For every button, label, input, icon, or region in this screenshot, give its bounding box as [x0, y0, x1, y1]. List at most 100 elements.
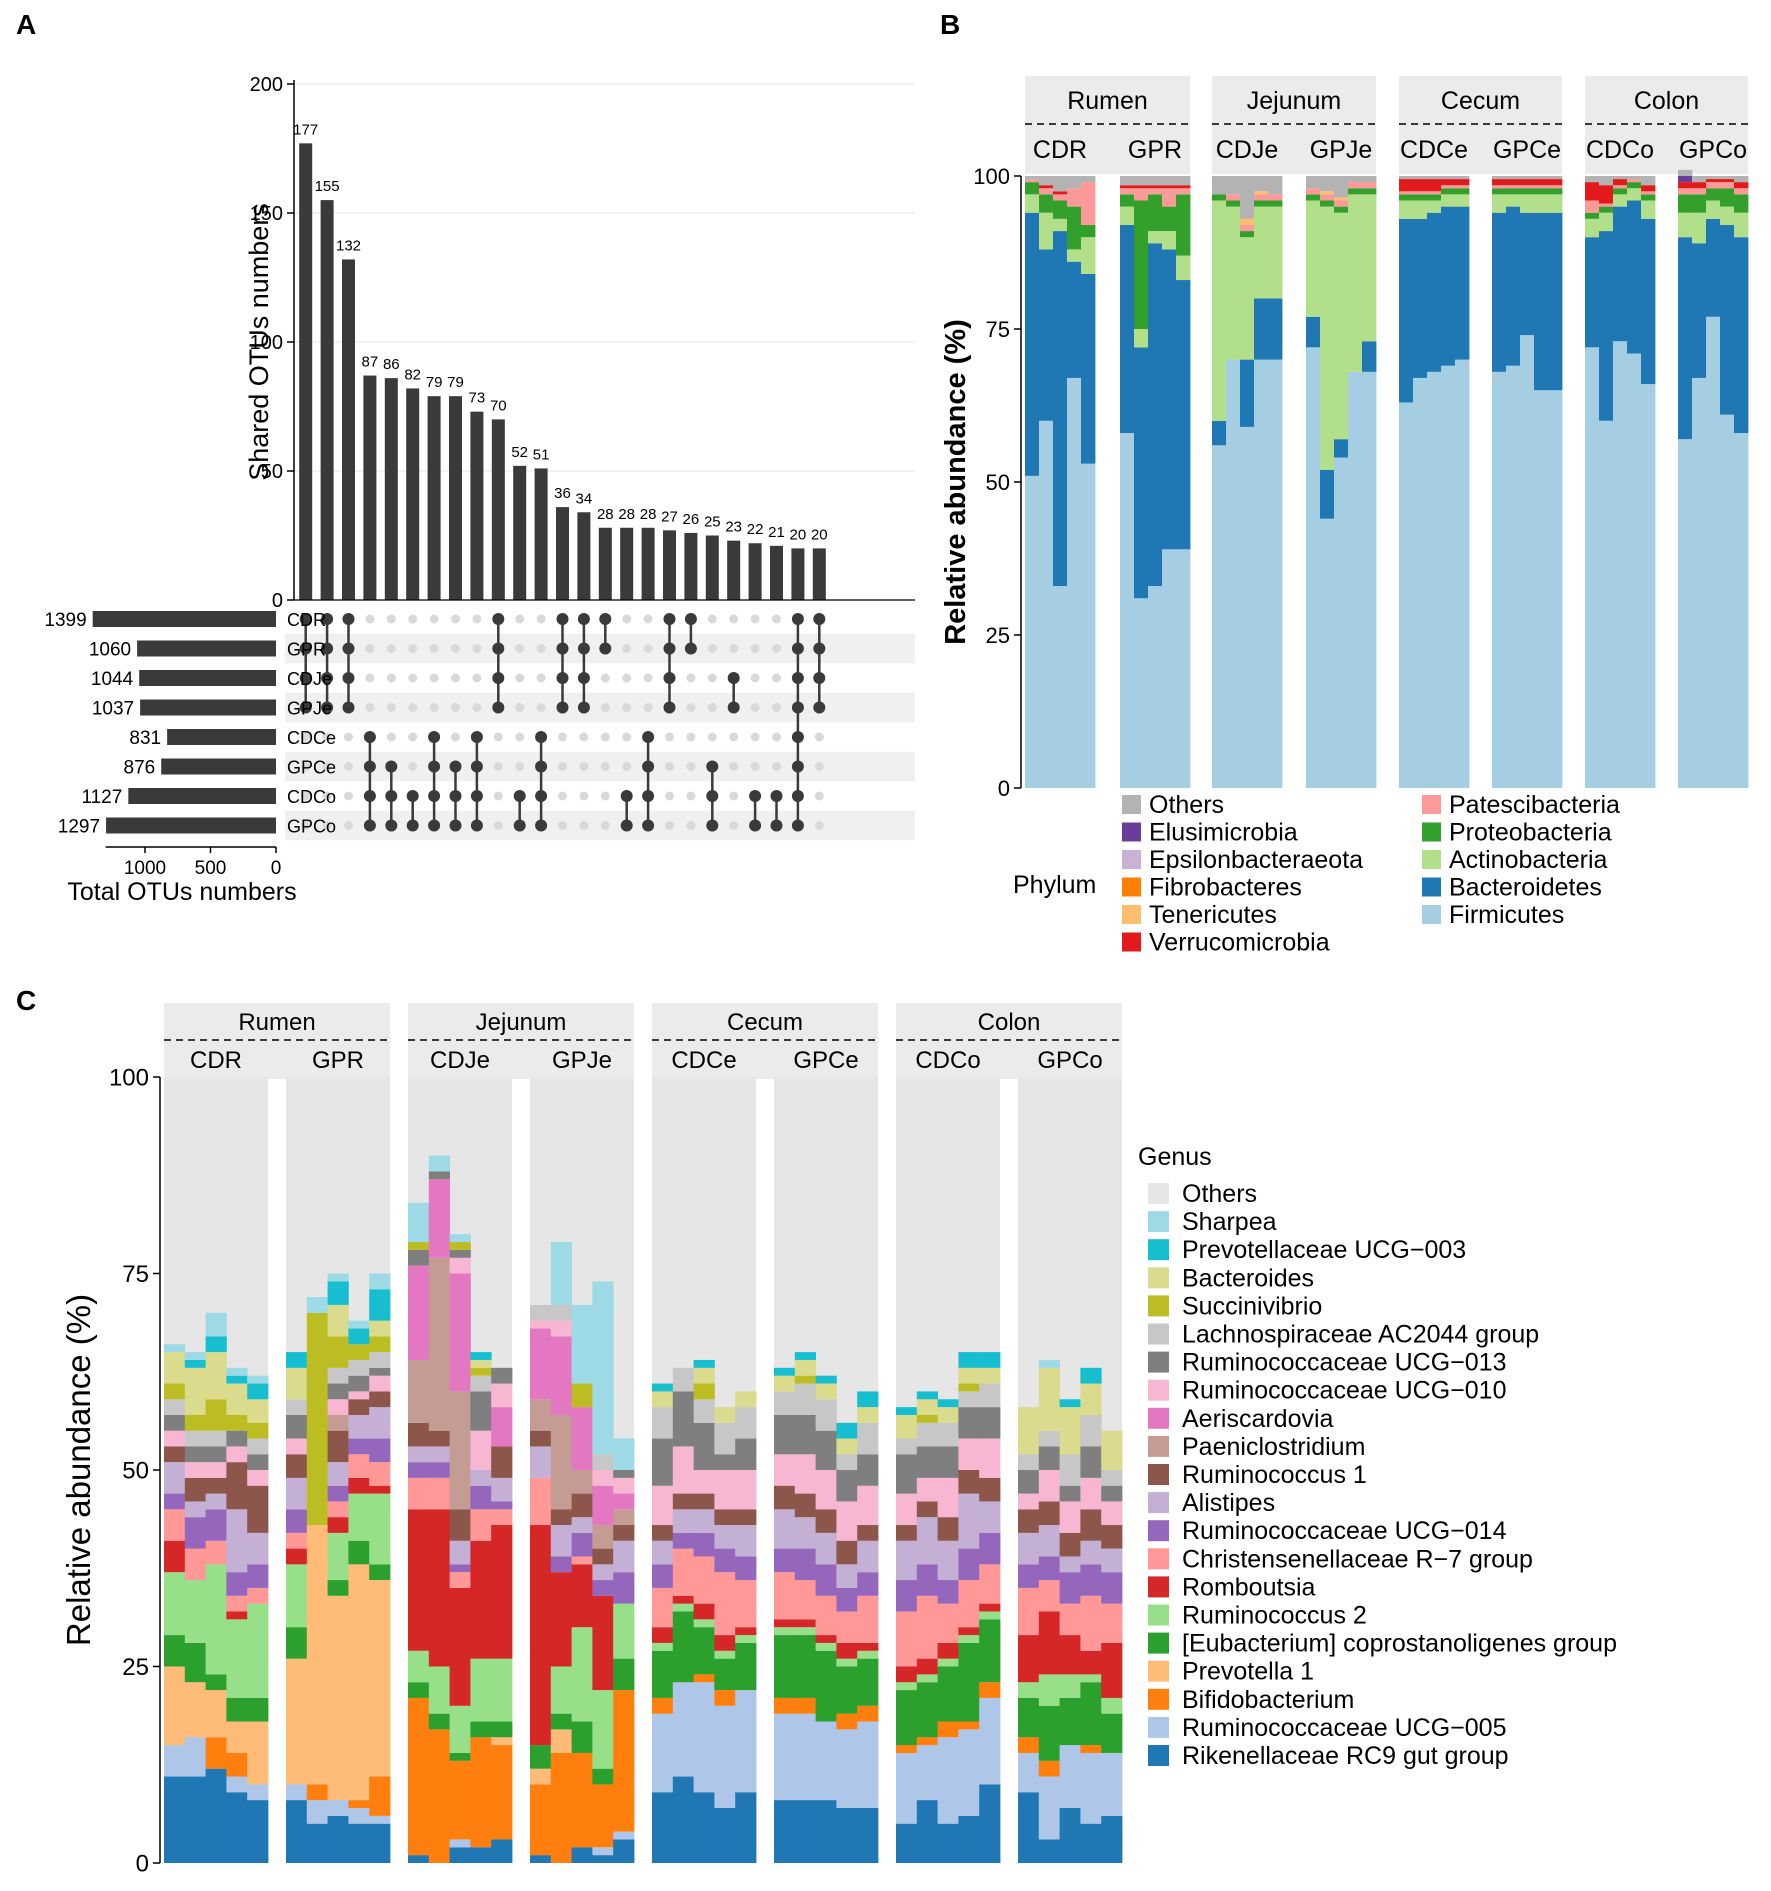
- stack-segment: [1162, 549, 1177, 788]
- matrix-dot-on: [492, 701, 505, 714]
- stack-segment: [1134, 185, 1149, 189]
- stack-segment: [1334, 457, 1349, 788]
- bar-value-label: 87: [362, 354, 379, 371]
- matrix-dot-off: [622, 732, 632, 742]
- stack-segment: [530, 1784, 552, 1856]
- bar-value-label: 20: [811, 526, 828, 543]
- matrix-dot-on: [513, 819, 526, 832]
- stack-segment: [1101, 1430, 1123, 1470]
- stack-segment: [327, 1815, 349, 1863]
- stack-segment: [530, 1855, 552, 1863]
- stack-segment: [896, 1454, 918, 1494]
- stack-segment: [693, 1422, 715, 1470]
- stack-segment: [164, 1572, 186, 1636]
- stack-segment: [1018, 1587, 1040, 1636]
- y-tick-label: 150: [250, 203, 283, 225]
- panel-label-b: B: [940, 9, 960, 40]
- stack-segment: [735, 1525, 757, 1557]
- stack-segment: [1441, 365, 1456, 788]
- stack-segment: [1520, 335, 1535, 788]
- stack-segment: [1059, 1407, 1081, 1455]
- stack-segment: [1306, 188, 1321, 195]
- stack-segment: [1585, 218, 1600, 238]
- stack-segment: [408, 1477, 430, 1510]
- stack-segment: [1080, 1823, 1102, 1863]
- stack-segment: [164, 1462, 186, 1494]
- stack-segment: [1059, 1807, 1081, 1863]
- legend-swatch: [1422, 822, 1441, 842]
- stack-segment: [470, 1509, 492, 1541]
- stack-segment: [1720, 182, 1735, 189]
- stack-segment: [530, 1399, 552, 1431]
- stack-segment: [836, 1642, 858, 1659]
- stack-segment: [1101, 1642, 1123, 1698]
- stack-segment: [571, 1721, 593, 1753]
- intersection-bar: [342, 259, 355, 600]
- stack-segment: [1399, 191, 1414, 195]
- stack-segment: [1678, 176, 1693, 183]
- stack-segment: [470, 1721, 492, 1738]
- legend-label: Ruminococcus 2: [1182, 1602, 1367, 1630]
- stack-segment: [226, 1462, 248, 1510]
- matrix-dot-on: [791, 790, 804, 802]
- stack-segment: [327, 1485, 349, 1502]
- intersection-bar: [363, 375, 377, 600]
- panel-label-c: C: [16, 985, 36, 1016]
- stack-segment: [470, 1367, 492, 1376]
- stack-segment: [693, 1399, 715, 1423]
- stack-segment: [1506, 176, 1521, 180]
- stack-segment: [247, 1784, 269, 1801]
- stack-segment: [592, 1470, 614, 1486]
- stack-segment: [714, 1454, 736, 1470]
- stack-segment: [774, 1367, 796, 1376]
- stack-segment: [1018, 1564, 1040, 1588]
- stack-segment: [916, 1391, 938, 1400]
- intersection-bar: [812, 548, 826, 600]
- bar-value-label: 22: [747, 521, 764, 538]
- y-tick-label: 100: [973, 164, 1010, 189]
- stack-segment: [1134, 598, 1149, 788]
- stack-segment: [1348, 188, 1363, 195]
- stack-segment: [916, 1745, 938, 1801]
- stack-segment: [571, 1627, 593, 1722]
- stack-segment: [979, 1532, 1001, 1565]
- stack-segment: [857, 1407, 879, 1423]
- stack-segment: [958, 1642, 980, 1722]
- stack-segment: [672, 1595, 694, 1604]
- stack-segment: [1413, 218, 1428, 378]
- stack-segment: [1038, 1776, 1060, 1840]
- stack-segment: [550, 1556, 572, 1573]
- matrix-dot-on: [470, 731, 483, 743]
- stack-segment: [1101, 1525, 1123, 1549]
- set-size-value: 1037: [92, 699, 134, 720]
- stack-segment: [1101, 1713, 1123, 1753]
- stack-segment: [1038, 1705, 1060, 1761]
- stack-segment: [1641, 176, 1656, 186]
- stack-segment: [1362, 176, 1377, 183]
- stack-segment: [1720, 188, 1735, 207]
- legend-label: Proteobacteria: [1449, 819, 1612, 847]
- matrix-dot-off: [643, 614, 653, 624]
- legend-title: Genus: [1138, 1143, 1212, 1171]
- stack-segment: [815, 1595, 837, 1636]
- stack-segment: [1334, 197, 1349, 201]
- stack-segment: [449, 1572, 471, 1588]
- stack-segment: [327, 1462, 349, 1486]
- matrix-dot-off: [686, 762, 696, 771]
- bar-value-label: 73: [469, 390, 486, 407]
- stack-segment: [226, 1430, 248, 1447]
- legend-label: Aeriscardovia: [1182, 1405, 1334, 1433]
- matrix-dot-off: [707, 703, 717, 712]
- stack-segment: [672, 1532, 694, 1549]
- legend-label: Ruminococcaceae UCG−005: [1182, 1714, 1506, 1742]
- stack-segment: [1399, 176, 1414, 180]
- stack-segment: [1038, 1525, 1060, 1557]
- stack-segment: [164, 1430, 186, 1447]
- stack-segment: [1038, 1674, 1060, 1706]
- stack-segment: [1134, 176, 1149, 186]
- matrix-dot-on: [342, 701, 355, 714]
- stack-segment: [958, 1391, 980, 1408]
- stack-segment: [1348, 194, 1363, 372]
- group-label: GPCe: [793, 1047, 858, 1074]
- legend-swatch: [1148, 1520, 1169, 1542]
